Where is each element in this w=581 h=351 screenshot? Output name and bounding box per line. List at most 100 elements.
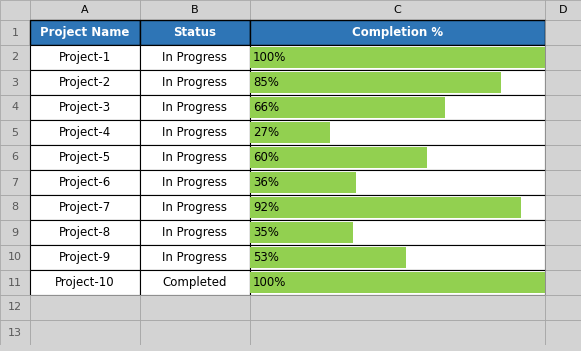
Bar	[140, 95, 250, 120]
Text: 60%: 60%	[253, 151, 279, 164]
Text: 4: 4	[12, 102, 19, 113]
Bar	[250, 45, 545, 70]
Bar	[0, 320, 30, 345]
Text: 100%: 100%	[253, 276, 286, 289]
Bar	[140, 145, 250, 170]
Bar	[140, 45, 250, 70]
Bar	[0, 120, 30, 145]
Bar	[0, 295, 30, 320]
Text: 13: 13	[8, 327, 22, 338]
Bar	[545, 245, 581, 270]
Bar	[545, 220, 581, 245]
Text: In Progress: In Progress	[163, 176, 228, 189]
Bar	[0, 270, 30, 295]
Text: 66%: 66%	[253, 101, 279, 114]
Text: 85%: 85%	[253, 76, 279, 89]
Bar	[250, 0, 545, 20]
Bar	[250, 95, 545, 120]
Bar	[30, 245, 140, 270]
Text: In Progress: In Progress	[163, 76, 228, 89]
Text: Project-7: Project-7	[59, 201, 111, 214]
Bar	[250, 220, 545, 245]
Bar	[545, 0, 581, 20]
Bar	[545, 320, 581, 345]
Text: Project-3: Project-3	[59, 101, 111, 114]
Bar	[250, 247, 406, 268]
Bar	[0, 0, 30, 20]
Text: 5: 5	[12, 127, 19, 138]
Bar	[0, 70, 30, 95]
Bar	[250, 295, 545, 320]
Text: 100%: 100%	[253, 51, 286, 64]
Bar	[250, 172, 356, 193]
Bar	[545, 95, 581, 120]
Text: Project-5: Project-5	[59, 151, 111, 164]
Text: 12: 12	[8, 303, 22, 312]
Bar	[30, 170, 140, 195]
Bar	[0, 245, 30, 270]
Bar	[545, 270, 581, 295]
Text: In Progress: In Progress	[163, 201, 228, 214]
Bar	[0, 345, 581, 351]
Text: Project-8: Project-8	[59, 226, 111, 239]
Bar	[30, 320, 140, 345]
Bar	[140, 70, 250, 95]
Text: B: B	[191, 5, 199, 15]
Bar	[250, 270, 545, 295]
Text: Project-4: Project-4	[59, 126, 111, 139]
Bar	[140, 0, 250, 20]
Text: 3: 3	[12, 78, 19, 87]
Text: 27%: 27%	[253, 126, 279, 139]
Text: 10: 10	[8, 252, 22, 263]
Text: 1: 1	[12, 27, 19, 38]
Bar	[250, 20, 545, 45]
Text: D: D	[559, 5, 567, 15]
Text: 6: 6	[12, 152, 19, 163]
Bar	[250, 272, 545, 293]
Bar	[140, 295, 250, 320]
Bar	[0, 220, 30, 245]
Bar	[30, 20, 140, 45]
Bar	[545, 295, 581, 320]
Bar	[30, 70, 140, 95]
Text: In Progress: In Progress	[163, 101, 228, 114]
Bar	[250, 72, 501, 93]
Bar	[30, 120, 140, 145]
Text: Project Name: Project Name	[40, 26, 130, 39]
Bar	[250, 170, 545, 195]
Bar	[140, 270, 250, 295]
Text: Completed: Completed	[163, 276, 227, 289]
Text: 11: 11	[8, 278, 22, 287]
Text: In Progress: In Progress	[163, 51, 228, 64]
Bar	[545, 170, 581, 195]
Bar	[140, 195, 250, 220]
Text: 7: 7	[12, 178, 19, 187]
Bar	[250, 120, 545, 145]
Bar	[545, 120, 581, 145]
Text: 36%: 36%	[253, 176, 279, 189]
Text: Project-6: Project-6	[59, 176, 111, 189]
Bar	[250, 70, 545, 95]
Text: 92%: 92%	[253, 201, 279, 214]
Text: 9: 9	[12, 227, 19, 238]
Bar	[30, 220, 140, 245]
Text: Project-10: Project-10	[55, 276, 115, 289]
Bar	[30, 295, 140, 320]
Bar	[30, 270, 140, 295]
Bar	[0, 45, 30, 70]
Bar	[30, 95, 140, 120]
Bar	[250, 122, 329, 143]
Bar	[30, 145, 140, 170]
Text: Project-2: Project-2	[59, 76, 111, 89]
Bar	[545, 70, 581, 95]
Text: 53%: 53%	[253, 251, 279, 264]
Bar	[250, 97, 444, 118]
Text: 2: 2	[12, 53, 19, 62]
Bar	[30, 195, 140, 220]
Bar	[250, 147, 427, 168]
Bar	[250, 145, 545, 170]
Text: 8: 8	[12, 203, 19, 212]
Bar	[30, 0, 140, 20]
Bar	[250, 222, 353, 243]
Bar	[250, 195, 545, 220]
